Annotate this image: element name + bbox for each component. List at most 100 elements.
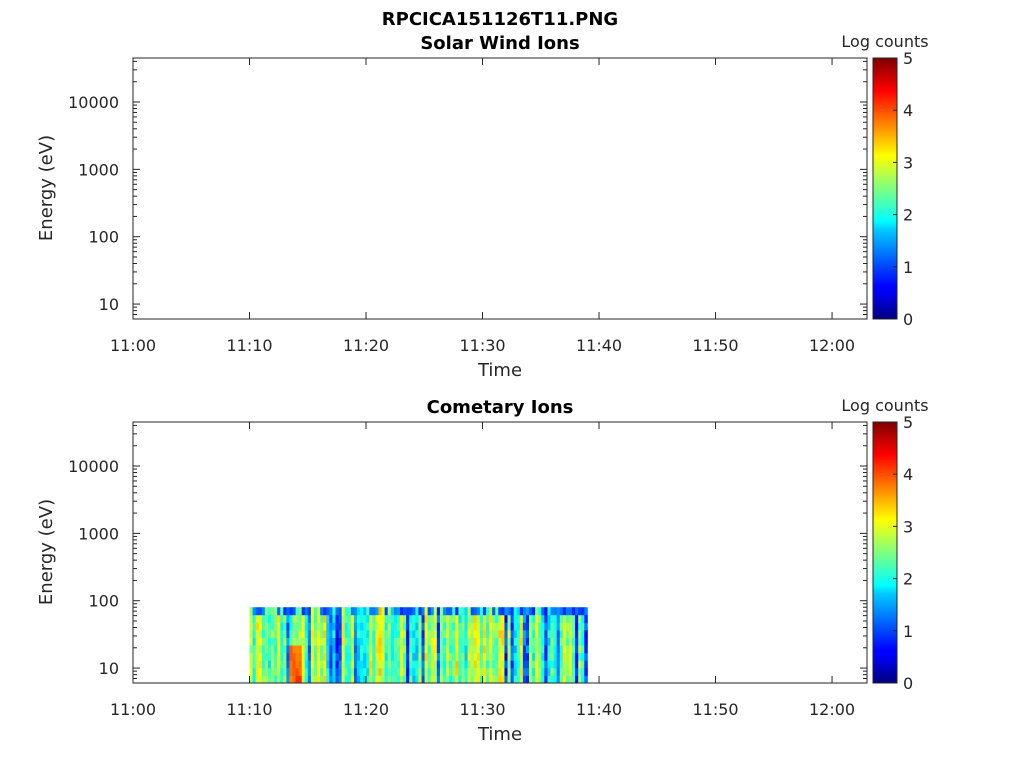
- heatmap-cell: [289, 645, 293, 654]
- heatmap-cell: [565, 675, 570, 684]
- heatmap-cell: [513, 675, 518, 684]
- heatmap-cell: [584, 645, 588, 654]
- heatmap-cell: [473, 614, 478, 623]
- heatmap-cell: [436, 629, 441, 638]
- heatmap-cell: [252, 660, 257, 669]
- heatmap-cell: [323, 622, 327, 631]
- heatmap-cell: [584, 607, 588, 616]
- heatmap-cell: [304, 629, 309, 638]
- heatmap-cell: [277, 607, 281, 616]
- heatmap-cell: [538, 675, 542, 684]
- heatmap-cell: [559, 614, 564, 623]
- heatmap-cell: [513, 667, 518, 676]
- heatmap-cell: [430, 637, 435, 646]
- heatmap-cell: [439, 652, 444, 661]
- heatmap-cell: [387, 622, 392, 631]
- heatmap-cell: [504, 614, 508, 623]
- heatmap-cell: [301, 660, 306, 669]
- heatmap-cell: [261, 622, 266, 631]
- heatmap-cell: [363, 667, 367, 676]
- heatmap-cell: [283, 667, 287, 676]
- heatmap-cell: [565, 667, 570, 676]
- heatmap-cell: [329, 637, 333, 646]
- heatmap-cell: [298, 652, 303, 661]
- heatmap-cell: [516, 622, 521, 631]
- heatmap-cell: [436, 645, 441, 654]
- heatmap-cell: [565, 629, 570, 638]
- heatmap-cell: [519, 652, 524, 661]
- heatmap-cell: [390, 675, 395, 684]
- heatmap-cell: [439, 614, 444, 623]
- heatmap-cell: [513, 637, 518, 646]
- heatmap-cell: [550, 629, 554, 638]
- heatmap-cell: [307, 607, 312, 616]
- heatmap-cell: [415, 622, 419, 631]
- x-tick-label: 11:50: [692, 336, 738, 355]
- heatmap-cell: [507, 607, 511, 616]
- heatmap-cell: [375, 667, 379, 676]
- heatmap-cell: [455, 645, 459, 654]
- heatmap-cell: [320, 637, 324, 646]
- heatmap-cell: [489, 607, 493, 616]
- heatmap-cell: [433, 652, 438, 661]
- heatmap-cell: [329, 667, 333, 676]
- heatmap-cell: [452, 652, 456, 661]
- heatmap-cell: [255, 637, 260, 646]
- heatmap-cell: [572, 675, 576, 684]
- heatmap-cell: [449, 645, 453, 654]
- heatmap-cell: [267, 637, 272, 646]
- heatmap-cell: [350, 607, 355, 616]
- heatmap-cell: [464, 637, 468, 646]
- heatmap-cell: [449, 652, 453, 661]
- heatmap-cell: [418, 675, 422, 684]
- heatmap-cell: [568, 607, 573, 616]
- heatmap-cell: [415, 637, 419, 646]
- heatmap-cell: [556, 622, 561, 631]
- heatmap-cell: [347, 629, 352, 638]
- heatmap-cell: [476, 629, 481, 638]
- heatmap-cell: [307, 614, 312, 623]
- heatmap-cell: [489, 629, 493, 638]
- heatmap-cell: [541, 637, 545, 646]
- heatmap-cell: [310, 622, 315, 631]
- heatmap-cell: [387, 667, 392, 676]
- x-axis-label: Time: [477, 360, 522, 381]
- heatmap-cell: [381, 637, 386, 646]
- heatmap-cell: [353, 629, 358, 638]
- heatmap-cell: [292, 645, 296, 654]
- heatmap-cell: [347, 675, 352, 684]
- heatmap-cell: [307, 652, 312, 661]
- heatmap-cell: [341, 607, 346, 616]
- heatmap-cell: [295, 607, 300, 616]
- heatmap-cell: [301, 675, 306, 684]
- heatmap-cell: [323, 652, 327, 661]
- heatmap-cell: [578, 629, 582, 638]
- heatmap-cell: [295, 667, 300, 676]
- heatmap-cell: [264, 607, 269, 616]
- heatmap-cell: [482, 645, 487, 654]
- heatmap-cell: [562, 614, 567, 623]
- heatmap-cell: [470, 652, 475, 661]
- heatmap-cell: [384, 622, 389, 631]
- heatmap-cell: [357, 607, 361, 616]
- heatmap-cell: [575, 645, 579, 654]
- heatmap-cell: [384, 607, 389, 616]
- heatmap-cell: [525, 667, 530, 676]
- colorbar-label: Log counts: [841, 396, 928, 415]
- heatmap-cell: [519, 614, 524, 623]
- heatmap-cell: [409, 667, 413, 676]
- heatmap-cell: [412, 675, 416, 684]
- heatmap-cell: [430, 667, 435, 676]
- heatmap-cell: [498, 629, 502, 638]
- heatmap-cell: [387, 645, 392, 654]
- y-axis-label: Energy (eV): [36, 499, 57, 605]
- heatmap-cell: [446, 607, 450, 616]
- heatmap-cell: [406, 629, 410, 638]
- y-tick-label: 10000: [68, 457, 119, 476]
- heatmap-cell: [415, 614, 419, 623]
- heatmap-cell: [372, 614, 376, 623]
- heatmap-cell: [529, 629, 533, 638]
- heatmap-cell: [513, 607, 518, 616]
- heatmap-cell: [495, 637, 499, 646]
- heatmap-cell: [486, 660, 490, 669]
